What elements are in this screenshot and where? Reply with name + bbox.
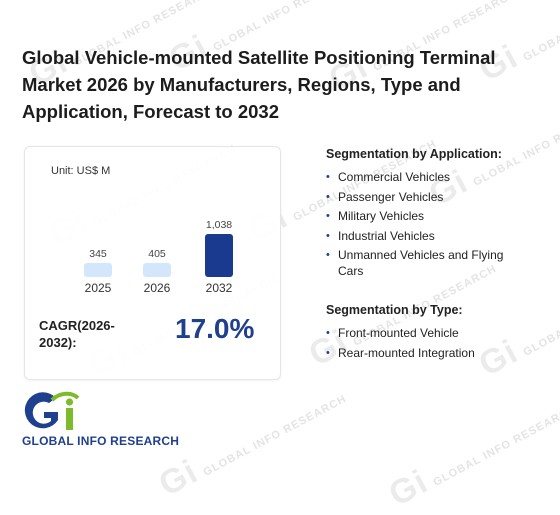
segmentation-application: Segmentation by Application: Commercial … [326,147,526,283]
cagr-label: CAGR(2026-2032): [39,318,115,350]
unit-label: Unit: US$ M [51,165,111,177]
list-item: Commercial Vehicles [326,169,526,185]
bar-value-label: 405 [148,248,166,260]
bar-value-label: 1,038 [206,219,232,231]
segmentation-application-heading: Segmentation by Application: [326,147,502,161]
report-title: Global Vehicle-mounted Satellite Positio… [22,47,496,122]
bar-2032 [205,234,233,277]
x-tick-label: 2025 [85,281,112,295]
market-size-card: Unit: US$ M 345 2025 405 2026 1,038 2032 CAGR… [24,146,281,380]
x-tick-label: 2026 [144,281,171,295]
list-item: Military Vehicles [326,208,526,224]
application-list: Commercial Vehicles Passenger Vehicles M… [326,169,526,279]
list-item: Front-mounted Vehicle [326,325,526,341]
type-list: Front-mounted Vehicle Rear-mounted Integ… [326,325,526,361]
cagr-value: 17.0% [175,313,255,344]
company-logo: GLOBAL INFO RESEARCH [22,390,187,450]
segmentation-type: Segmentation by Type: Front-mounted Vehi… [326,303,526,364]
bar-2026 [143,263,171,277]
list-item: Rear-mounted Integration [326,345,526,361]
watermark: GiGLOBAL INFO RESEARCH [382,402,560,514]
list-item: Passenger Vehicles [326,189,526,205]
segmentation-type-heading: Segmentation by Type: [326,303,463,317]
list-item: Industrial Vehicles [326,228,526,244]
bar-2025 [84,263,112,277]
gi-logo-mark-icon [24,391,80,430]
x-tick-label: 2032 [206,281,233,295]
list-item: Unmanned Vehicles and Flying Cars [326,247,526,279]
bar-value-label: 345 [89,248,107,260]
logo-text: GLOBAL INFO RESEARCH [22,434,180,448]
market-bar-chart: 345 2025 405 2026 1,038 2032 [84,219,233,295]
